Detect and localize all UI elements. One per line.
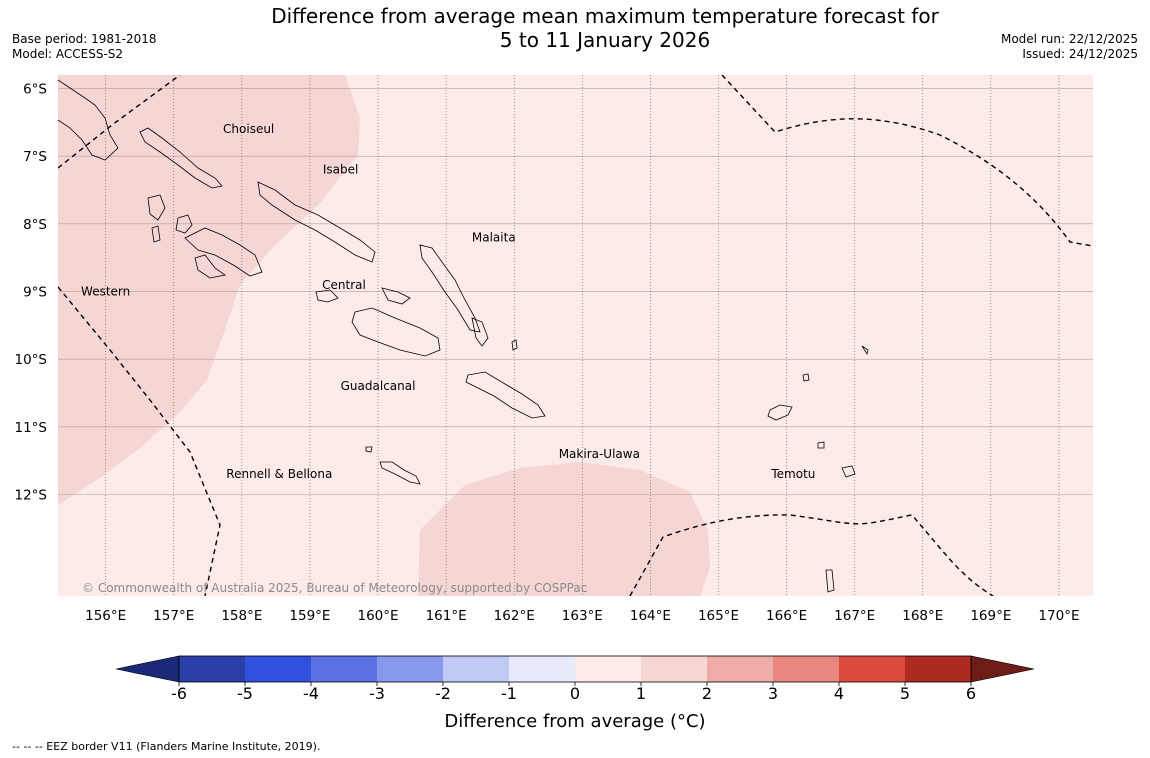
longitude-label: 156°E: [85, 608, 126, 624]
colorbar-title: Difference from average (°C): [444, 711, 705, 732]
island-vanikoro: [841, 465, 856, 478]
issued-date: Issued: 24/12/2025: [1022, 47, 1138, 61]
island-santa-isabel: [257, 181, 376, 263]
island-ranongga: [151, 225, 161, 243]
colorbar-segment: [905, 656, 971, 682]
region-label: Western: [81, 285, 130, 299]
island-guadalcanal: [351, 307, 441, 357]
colorbar-segment: [443, 656, 509, 682]
island-kolombangara: [175, 214, 193, 234]
island-shortland-area: [58, 79, 119, 161]
longitude-label: 168°E: [902, 608, 943, 624]
colorbar-tick-label: 4: [834, 684, 844, 703]
island-rennell: [379, 461, 421, 485]
longitude-label: 158°E: [221, 608, 262, 624]
colorbar-tick-label: -4: [303, 684, 319, 703]
model-run: Model run: 22/12/2025: [1000, 32, 1138, 46]
island-ulawa: [511, 339, 518, 351]
region-label: Makira-Ulawa: [559, 447, 640, 461]
island-rendova: [194, 254, 226, 279]
region-label: Choiseul: [223, 122, 274, 136]
longitude-label: 166°E: [766, 608, 807, 624]
colorbar-tick-label: -3: [369, 684, 385, 703]
colorbar-tick-label: -5: [237, 684, 253, 703]
longitude-label: 165°E: [698, 608, 739, 624]
longitude-label: 169°E: [970, 608, 1011, 624]
eez-border-south-east: [629, 514, 994, 596]
colorbar-segment: [377, 656, 443, 682]
base-period: Base period: 1981-2018: [12, 32, 157, 46]
colorbar-segment: [311, 656, 377, 682]
eez-border-legend: -- -- -- EEZ border V11 (Flanders Marine…: [12, 740, 321, 753]
longitude-label: 163°E: [562, 608, 603, 624]
colorbar-under-arrow: [115, 655, 180, 683]
longitude-label: 164°E: [630, 608, 671, 624]
island-vella-lavella: [147, 194, 166, 221]
colorbar-tick-label: 1: [636, 684, 646, 703]
island-anuta: [825, 569, 835, 593]
latitude-label: 11°S: [15, 420, 48, 436]
region-label: Temotu: [770, 467, 815, 481]
colorbar-segment: [245, 656, 311, 682]
region-label: Rennell & Bellona: [226, 467, 332, 481]
colorbar-tick-label: 2: [702, 684, 712, 703]
colorbar-segment: [509, 656, 575, 682]
island-small-malaita: [471, 317, 489, 347]
longitude-label: 161°E: [426, 608, 467, 624]
longitude-label: 162°E: [494, 608, 535, 624]
colorbar-tick-label: -1: [501, 684, 517, 703]
island-duff: [861, 345, 869, 356]
latitude-label: 9°S: [23, 285, 47, 301]
island-new-georgia: [184, 227, 263, 277]
colorbar-over-arrow: [970, 655, 1035, 683]
longitude-label: 160°E: [358, 608, 399, 624]
latitude-label: 10°S: [15, 352, 48, 368]
island-santa-cruz: [767, 404, 793, 421]
latitude-label: 12°S: [15, 488, 48, 504]
colorbar: -6 -5 -4 -3 -2 -1 0 1 2 3 4 5 6: [115, 655, 1035, 703]
island-nggela: [315, 289, 339, 303]
model-name: Model: ACCESS-S2: [12, 47, 124, 61]
island-makira: [465, 371, 546, 419]
colorbar-segment: [575, 656, 641, 682]
eez-border-north-east: [721, 75, 1093, 247]
colorbar-tick-label: 6: [966, 684, 976, 703]
island-bellona: [365, 446, 373, 453]
region-label: Malaita: [472, 230, 516, 244]
colorbar-tick-label: -6: [171, 684, 187, 703]
island-choiseul: [139, 127, 223, 189]
colorbar-tick-label: -2: [435, 684, 451, 703]
island-reef-islands: [802, 373, 810, 382]
anomaly-zone-west: [58, 75, 360, 505]
longitude-label: 170°E: [1038, 608, 1079, 624]
longitude-label: 159°E: [289, 608, 330, 624]
region-label: Guadalcanal: [341, 379, 416, 393]
colorbar-segment: [707, 656, 773, 682]
island-utupua: [817, 441, 825, 449]
longitude-label: 157°E: [153, 608, 194, 624]
colorbar-tick-label: 0: [570, 684, 580, 703]
island-savo: [381, 287, 411, 305]
latitude-label: 6°S: [23, 82, 47, 98]
map-title-line-1: Difference from average mean maximum tem…: [271, 4, 939, 28]
copyright-notice: © Commonwealth of Australia 2025, Bureau…: [82, 581, 587, 595]
colorbar-segment: [641, 656, 707, 682]
region-label: Central: [322, 278, 366, 292]
anomaly-zone-south: [418, 462, 710, 596]
latitude-label: 7°S: [23, 149, 47, 165]
latitude-label: 8°S: [23, 217, 47, 233]
island-malaita: [419, 244, 481, 333]
region-label: Isabel: [323, 163, 358, 177]
colorbar-tick-label: 3: [768, 684, 778, 703]
longitude-label: 167°E: [834, 608, 875, 624]
colorbar-segment: [839, 656, 905, 682]
map-title-line-2: 5 to 11 January 2026: [499, 28, 711, 52]
colorbar-segment: [179, 656, 245, 682]
colorbar-tick-label: 5: [900, 684, 910, 703]
colorbar-segment: [773, 656, 839, 682]
